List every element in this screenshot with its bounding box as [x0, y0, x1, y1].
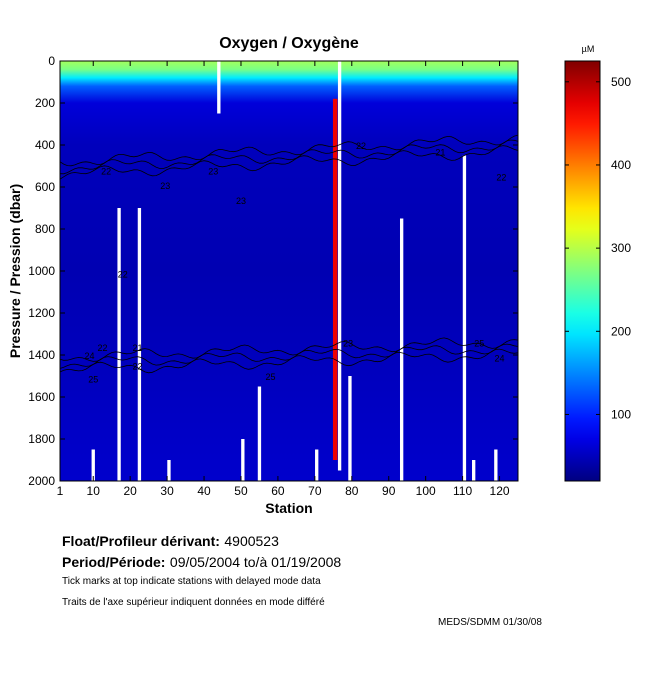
x-tick-label: 110 [453, 484, 472, 498]
x-tick-label: 50 [234, 484, 248, 498]
x-tick-label: 100 [416, 484, 436, 498]
x-tick-label: 40 [197, 484, 211, 498]
contour-label: 22 [101, 166, 111, 176]
missing-data-column [315, 449, 319, 481]
anomalous-station-column [332, 98, 338, 461]
float-id-line: Float/Profileur dérivant: 4900523 [62, 533, 279, 551]
contour-label: 22 [118, 269, 128, 279]
contour-label: 23 [160, 181, 170, 191]
x-tick-label: 60 [271, 484, 285, 498]
contour-line [59, 343, 519, 369]
contour-label: 23 [236, 196, 246, 206]
contour-label: 22 [496, 173, 506, 183]
oxygen-field [60, 61, 518, 481]
contour-line [59, 145, 519, 180]
colorbar-tick-label: 500 [611, 75, 631, 89]
y-tick-label: 1600 [28, 390, 55, 404]
note-english: Tick marks at top indicate stations with… [62, 576, 321, 587]
contour-label: 25 [88, 374, 98, 384]
contour-line [59, 348, 519, 374]
x-tick-label: 120 [490, 484, 510, 498]
x-tick-label: 1 [57, 484, 64, 498]
x-axis-label: Station [265, 500, 312, 516]
contour-label: 23 [343, 339, 353, 349]
x-tick-label: 10 [87, 484, 101, 498]
contour-label: 25 [474, 339, 484, 349]
chart-title: Oxygen / Oxygène [219, 35, 359, 52]
period-line: Period/Période: 09/05/2004 to/à 01/19/20… [62, 554, 341, 572]
y-tick-label: 800 [35, 222, 55, 236]
contour-label: 22 [356, 141, 366, 151]
contour-label: 25 [266, 372, 276, 382]
missing-data-column [494, 449, 498, 481]
y-tick-label: 2000 [28, 474, 55, 488]
y-tick-label: 1000 [28, 264, 55, 278]
note-french: Traits de l'axe supérieur indiquent donn… [62, 597, 325, 608]
period-value: 09/05/2004 to/à 01/19/2008 [169, 554, 342, 570]
missing-data-column [399, 218, 404, 481]
y-tick-label: 1800 [28, 432, 55, 446]
missing-data-column [241, 439, 245, 481]
colorbar: 100 200 300 400 500 [564, 60, 631, 482]
missing-data-column [462, 155, 467, 481]
contour-line [59, 134, 519, 167]
colorbar-unit-label: µM [582, 44, 595, 54]
y-tick-label: 400 [35, 138, 55, 152]
missing-data-column [348, 376, 352, 481]
x-tick-label: 90 [382, 484, 396, 498]
contour-label: 21 [133, 343, 143, 353]
y-axis: 0 200 400 600 800 1000 1200 1400 1600 1800 2000 [28, 54, 518, 488]
y-tick-label: 600 [35, 180, 55, 194]
contour-label: 23 [208, 166, 218, 176]
missing-data-column [117, 208, 121, 481]
contour-label: 22 [133, 362, 143, 372]
missing-data-column [91, 449, 95, 481]
contour-line [59, 337, 519, 362]
y-tick-label: 1400 [28, 348, 55, 362]
x-tick-label: 80 [345, 484, 359, 498]
credit-line: MEDS/SDMM 01/30/08 [438, 617, 542, 628]
missing-data-column [137, 208, 142, 481]
missing-data-column [257, 386, 262, 481]
missing-data-column [337, 61, 342, 471]
missing-data-column [472, 460, 476, 481]
y-axis-label: Pressure / Pression (dbar) [7, 184, 23, 358]
float-value: 4900523 [224, 533, 279, 549]
contour-label: 24 [85, 351, 95, 361]
x-tick-label: 20 [123, 484, 137, 498]
contour-label: 22 [97, 343, 107, 353]
colorbar-tick-label: 200 [611, 324, 631, 338]
y-tick-label: 1200 [28, 306, 55, 320]
contour-line [59, 139, 519, 175]
contour-label: 21 [435, 148, 445, 158]
contour-label: 24 [495, 353, 505, 363]
period-label: Period/Période: [62, 554, 166, 570]
colorbar-tick-label: 300 [611, 241, 631, 255]
y-tick-label: 0 [48, 54, 55, 68]
colorbar-tick-label: 400 [611, 158, 631, 172]
colorbar-gradient [564, 60, 601, 482]
x-tick-label: 30 [160, 484, 174, 498]
colorbar-tick-label: 100 [611, 407, 631, 421]
float-label: Float/Profileur dérivant: [62, 533, 220, 549]
x-tick-label: 70 [308, 484, 322, 498]
y-tick-label: 200 [35, 96, 55, 110]
x-axis: 1 10 20 30 40 50 60 70 80 90 100 110 120 [57, 61, 510, 498]
missing-data-column [217, 61, 221, 114]
missing-data-column [167, 460, 171, 481]
